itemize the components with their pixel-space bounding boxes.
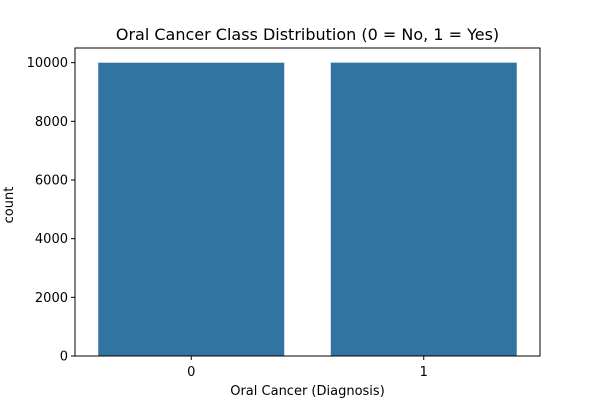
axes-frame	[74, 47, 541, 357]
x-tick-label-1: 1	[420, 365, 428, 380]
y-tick-label-0: 0	[60, 350, 68, 365]
plot-area: 0 1 0 2000 4000 6000 8000 10000	[27, 47, 541, 380]
y-tick-label-6000: 6000	[35, 174, 68, 189]
bar-1	[330, 62, 517, 356]
chart-title: Oral Cancer Class Distribution (0 = No, …	[116, 25, 499, 44]
y-tick-label-8000: 8000	[35, 115, 68, 130]
y-tick-label-10000: 10000	[27, 56, 68, 71]
bar-0	[98, 62, 285, 356]
x-tick-label-0: 0	[187, 365, 195, 380]
y-tick-label-2000: 2000	[35, 291, 68, 306]
y-axis-label: count	[2, 187, 17, 224]
x-axis-label: Oral Cancer (Diagnosis)	[230, 384, 385, 399]
y-tick-label-4000: 4000	[35, 232, 68, 247]
